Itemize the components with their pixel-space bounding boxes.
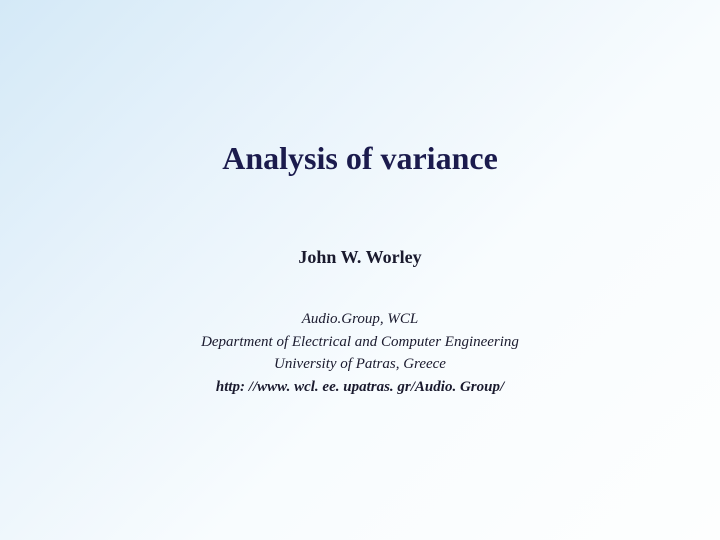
author-name: John W. Worley bbox=[298, 247, 421, 268]
affiliation-line-department: Department of Electrical and Computer En… bbox=[201, 331, 519, 354]
affiliation-line-group: Audio.Group, WCL bbox=[201, 308, 519, 331]
slide-title: Analysis of variance bbox=[222, 140, 498, 177]
slide-container: Analysis of variance John W. Worley Audi… bbox=[0, 0, 720, 540]
affiliation-url: http: //www. wcl. ee. upatras. gr/Audio.… bbox=[201, 376, 519, 399]
affiliation-block: Audio.Group, WCL Department of Electrica… bbox=[201, 308, 519, 398]
affiliation-line-university: University of Patras, Greece bbox=[201, 353, 519, 376]
